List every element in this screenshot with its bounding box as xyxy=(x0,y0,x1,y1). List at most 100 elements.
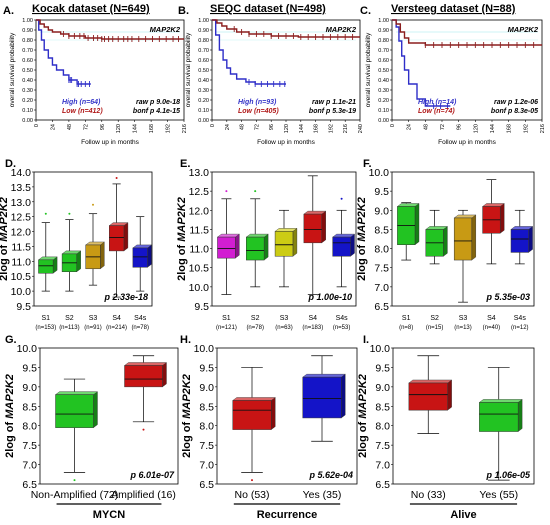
legend-stat: bonf p 5.3e-19 xyxy=(309,108,356,115)
y-tick-label: 6.5 xyxy=(22,479,37,491)
box-label: Non-Amplified (72) xyxy=(31,489,119,501)
x-tick-label: 72 xyxy=(83,124,89,130)
y-tick-label: 0.70 xyxy=(198,48,209,54)
panel-title: SEQC dataset (N=498) xyxy=(210,3,326,15)
outlier-point xyxy=(68,212,71,215)
x-tick-label: 144 xyxy=(299,124,305,133)
y-tick-label: 14.0 xyxy=(11,167,32,179)
y-axis-label: 2log of MAP2K2 xyxy=(4,374,16,458)
y-tick-label: 0.00 xyxy=(378,118,389,124)
y-tick-label: 1.00 xyxy=(378,18,389,24)
x-tick-label: 24 xyxy=(225,124,231,130)
x-tick-label: 168 xyxy=(314,124,320,133)
gene-label: MAP2K2 xyxy=(150,25,181,34)
box-body xyxy=(303,213,322,244)
box-panel-4: H. 6.5 7.0 7.5 8.0 8.5 9.0 9.5 10.0 2log of MAP2K… xyxy=(180,334,358,521)
y-tick-label: 0.20 xyxy=(378,98,389,104)
y-tick-label: 7.0 xyxy=(374,282,389,294)
y-tick-label: 8.0 xyxy=(199,421,214,433)
y-tick-label: 6.5 xyxy=(199,479,214,491)
box-body xyxy=(38,259,54,274)
box-body xyxy=(109,225,125,252)
box-label: Amplified (16) xyxy=(111,489,176,501)
x-axis-label: Follow up in months xyxy=(81,139,140,146)
panel-letter: I. xyxy=(363,334,369,346)
outlier-point xyxy=(254,190,257,193)
y-tick-label: 7.0 xyxy=(22,460,37,472)
box-label: S2 xyxy=(251,315,260,322)
box-n-label: (n=214) xyxy=(106,325,127,331)
box-n-label: (n=13) xyxy=(454,325,472,331)
y-tick-label: 0.50 xyxy=(198,68,209,74)
y-tick-label: 12.0 xyxy=(189,205,210,217)
y-tick-label: 10.5 xyxy=(189,263,210,275)
box-panel-1: E. 9.5 10.0 10.5 11.0 11.5 12.0 12.5 13.0 2log of… xyxy=(176,158,357,331)
box-top xyxy=(303,210,327,215)
box-body xyxy=(55,394,94,428)
panel-letter: A. xyxy=(3,5,14,17)
y-tick-label: 0.10 xyxy=(378,108,389,114)
y-tick-label: 9.5 xyxy=(374,186,389,198)
box-panel-5: I. 6.5 7.0 7.5 8.0 8.5 9.0 9.5 10.0 2log of MAP2K… xyxy=(357,334,535,521)
p-value: p 1.06e-05 xyxy=(485,470,531,480)
box-body xyxy=(217,236,236,259)
y-tick-label: 0.00 xyxy=(198,118,209,124)
legend-label-low: Low (n=412) xyxy=(62,108,103,115)
legend-label-low: Low (n=405) xyxy=(238,108,279,115)
y-tick-label: 8.5 xyxy=(22,401,37,413)
y-tick-label: 0.90 xyxy=(378,28,389,34)
x-tick-label: 0 xyxy=(390,124,396,127)
box-body xyxy=(302,376,342,419)
p-value: p 1.00e-10 xyxy=(307,292,352,302)
box-label: S4s xyxy=(134,315,147,322)
y-tick-label: 9.5 xyxy=(194,301,209,313)
series-line-high xyxy=(212,19,286,85)
box-label: S4 xyxy=(309,315,318,322)
y-tick-label: 0.50 xyxy=(378,68,389,74)
box-label: S1 xyxy=(42,315,51,322)
p-value: p 5.62e-04 xyxy=(308,470,353,480)
y-tick-label: 6.5 xyxy=(375,479,390,491)
y-tick-label: 0.40 xyxy=(378,78,389,84)
y-axis-label: 2log of MAP2K2 xyxy=(181,374,193,458)
box-body xyxy=(453,217,473,261)
box-label: Yes (35) xyxy=(303,489,342,501)
p-value: p 5.35e-03 xyxy=(485,292,530,302)
y-tick-label: 0.70 xyxy=(22,48,33,54)
y-axis-label-gene: MAP2K2 xyxy=(176,197,188,242)
y-tick-label: 0.70 xyxy=(378,48,389,54)
y-tick-label: 9.5 xyxy=(375,362,390,374)
y-axis-label-gene: MAP2K2 xyxy=(357,374,369,419)
x-tick-label: 120 xyxy=(116,124,122,133)
plot-frame xyxy=(391,19,543,121)
box-top xyxy=(408,379,453,384)
legend-stat: raw p 9.0e-18 xyxy=(136,99,180,106)
box-body xyxy=(274,231,294,257)
box-label: No (33) xyxy=(411,489,446,501)
y-axis-label-prefix: 2log of xyxy=(176,242,188,281)
panel-letter: B. xyxy=(178,5,189,17)
box-side xyxy=(147,244,152,268)
y-tick-label: 9.5 xyxy=(22,362,37,374)
box-n-label: (n=78) xyxy=(246,325,264,331)
y-tick-label: 9.0 xyxy=(375,382,390,394)
box-n-label: (n=63) xyxy=(275,325,293,331)
box-label: S4s xyxy=(514,315,527,322)
y-tick-label: 1.00 xyxy=(22,18,33,24)
y-tick-label: 0.60 xyxy=(378,58,389,64)
y-axis-label-prefix: 2log of xyxy=(0,242,10,281)
box-side xyxy=(263,233,269,261)
box-top xyxy=(332,233,356,238)
y-axis-label-gene: MAP2K2 xyxy=(181,374,193,419)
y-tick-label: 7.0 xyxy=(375,460,390,472)
group-label: Recurrence xyxy=(257,509,318,521)
box-side xyxy=(471,214,477,261)
x-axis-label: Follow up in months xyxy=(257,139,316,146)
outlier-point xyxy=(142,428,145,431)
y-tick-label: 7.5 xyxy=(375,440,390,452)
series-line-high xyxy=(392,19,451,107)
box-body xyxy=(510,229,529,253)
y-tick-label: 0.50 xyxy=(22,68,33,74)
y-tick-label: 13.0 xyxy=(11,197,32,209)
x-tick-label: 24 xyxy=(50,124,56,130)
